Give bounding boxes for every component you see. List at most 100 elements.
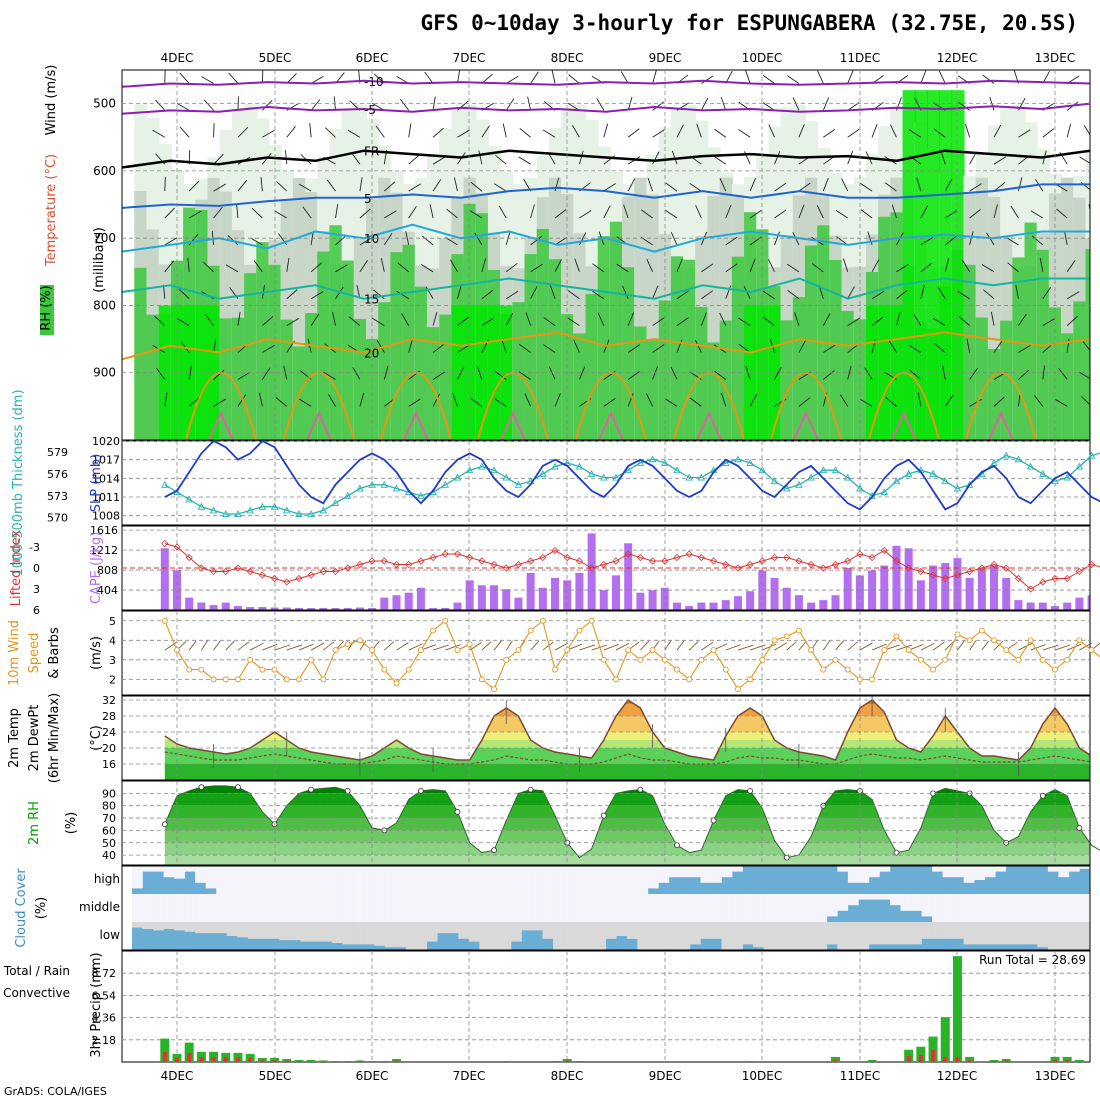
- wind-barb: [794, 312, 800, 326]
- wind-barb: [481, 317, 494, 327]
- wind-barb: [665, 182, 678, 192]
- wind-barb-10m: [213, 640, 221, 651]
- day-label-bottom-13DEC: 13DEC: [1035, 1069, 1075, 1083]
- wind-speed-point: [661, 656, 668, 663]
- wind-barb: [689, 182, 702, 192]
- cloud-cell-middle: [553, 894, 564, 922]
- cape-bar: [307, 608, 316, 610]
- temp-band-28: [164, 704, 1090, 716]
- wind-barb: [501, 339, 507, 353]
- cape-bar: [160, 548, 169, 610]
- wind-speed-point: [247, 656, 254, 663]
- wind-barb: [620, 71, 629, 84]
- cape-tick-404: 404: [97, 584, 118, 597]
- wind-barb: [627, 128, 640, 138]
- cape-bar: [233, 606, 242, 610]
- wind-barb: [817, 70, 824, 84]
- cape-bar: [441, 608, 450, 610]
- rh-point: [161, 821, 168, 828]
- wind-barb: [335, 235, 347, 246]
- rh-band-green: [1012, 257, 1026, 440]
- cloud-cell-low: [163, 922, 175, 929]
- wind-barb-10m: [664, 640, 672, 651]
- thickness-point: [770, 477, 779, 485]
- cape-bar: [355, 607, 364, 610]
- wind-barb: [725, 236, 738, 246]
- wind-barb: [310, 291, 324, 300]
- wind-barb: [494, 183, 507, 192]
- wind-barb: [383, 365, 389, 380]
- cloud-cell-low: [521, 922, 533, 931]
- rh2m-units-label: (%): [64, 812, 79, 835]
- rh-point: [747, 787, 754, 794]
- lifted-index-point: [380, 557, 388, 565]
- cape-bar: [770, 577, 779, 610]
- wind-barb: [530, 236, 543, 246]
- wind-barb: [506, 290, 519, 300]
- lifted-index-point: [502, 564, 510, 572]
- thickness-point: [819, 466, 828, 474]
- rh-band-green: [731, 256, 746, 440]
- wind-barb: [213, 398, 226, 407]
- wind-speed-point: [795, 627, 802, 634]
- cloud-cell-low: [416, 922, 428, 950]
- wind-barb: [627, 393, 634, 407]
- precip-total-bar: [1062, 1056, 1072, 1062]
- wind-barb: [348, 316, 361, 326]
- wind-barb-10m: [798, 640, 807, 651]
- wind-barb: [543, 344, 556, 353]
- rh-band-green: [780, 320, 794, 440]
- lifted-index-point: [1039, 578, 1047, 586]
- cloud-cell-middle: [753, 894, 764, 922]
- cloud-cell-low: [995, 922, 1007, 945]
- wind-barb: [323, 371, 336, 380]
- wind-barb: [1066, 315, 1078, 326]
- wind-barb-10m: [1054, 644, 1071, 651]
- cape-bar: [319, 608, 328, 610]
- cloud-units-label: (%): [34, 897, 49, 920]
- rh-point: [198, 784, 205, 791]
- wind-tick-3: 3: [109, 654, 116, 667]
- wind-barb: [969, 183, 982, 192]
- wind-speed-point: [966, 637, 973, 644]
- cloud-level-label-low: low: [100, 928, 121, 942]
- thickness-point: [319, 506, 328, 514]
- wind-barb: [891, 204, 897, 219]
- wind-barb: [945, 210, 958, 219]
- cape-bar: [880, 565, 889, 610]
- cloud-cell-high: [153, 866, 164, 872]
- thickness-point: [734, 455, 742, 463]
- wind-barb: [847, 317, 860, 327]
- cloud-axis-label: Cloud Cover: [14, 868, 29, 948]
- precip-conv-bar: [235, 1056, 240, 1062]
- rh-band-green: [1085, 249, 1090, 440]
- wind-barb: [1082, 341, 1090, 352]
- wind-barb: [286, 289, 298, 300]
- cloud-cell-middle: [153, 894, 164, 922]
- temp-axis-label-4: (°C): [89, 725, 104, 751]
- wind-barb: [713, 156, 726, 165]
- wind-barb: [376, 340, 385, 353]
- cloud-cell-low: [237, 922, 249, 938]
- wind-speed-point: [344, 641, 351, 648]
- cloud-cell-middle: [1058, 894, 1070, 922]
- cape-bar: [270, 607, 279, 610]
- wind-barb: [286, 257, 290, 272]
- thickness-point: [661, 458, 669, 466]
- thickness-tick-576: 576: [47, 468, 68, 481]
- wind-barb: [359, 259, 369, 273]
- cloud-cell-middle: [458, 894, 470, 922]
- wind-barb: [568, 74, 580, 84]
- wind-barb: [524, 393, 532, 407]
- wind-barb-10m: [944, 641, 955, 651]
- wind-barb: [1018, 313, 1027, 326]
- cape-bar: [1038, 602, 1047, 610]
- wind-barb: [542, 129, 556, 138]
- wind-barb: [867, 231, 873, 246]
- precip-conv-bar: [918, 1054, 923, 1062]
- slp-tick-1008: 1008: [92, 510, 120, 523]
- rh-band-80: [164, 793, 1090, 806]
- cloud-cell-middle: [563, 894, 575, 922]
- wind-barb: [993, 156, 1007, 165]
- lifted-index-point: [1014, 574, 1022, 583]
